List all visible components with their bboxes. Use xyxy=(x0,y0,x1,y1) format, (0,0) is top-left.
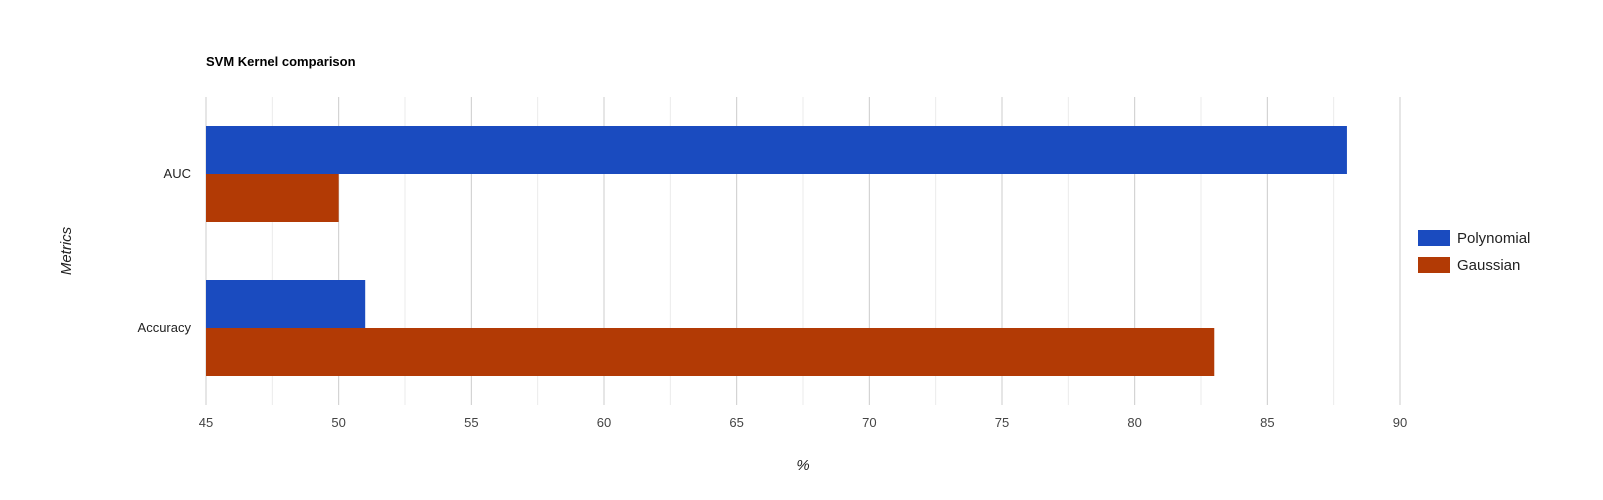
legend: Polynomial Gaussian xyxy=(1418,230,1530,274)
bars xyxy=(206,126,1347,376)
bar-gaussian-accuracy xyxy=(206,328,1215,376)
legend-swatch-gaussian xyxy=(1418,257,1450,273)
y-axis-categories: AUC Accuracy xyxy=(138,166,192,335)
legend-label-gaussian: Gaussian xyxy=(1457,257,1520,274)
legend-swatch-polynomial xyxy=(1418,230,1450,246)
x-tick-label: 85 xyxy=(1260,415,1274,430)
x-tick-label: 90 xyxy=(1393,415,1407,430)
x-tick-label: 65 xyxy=(729,415,743,430)
legend-label-polynomial: Polynomial xyxy=(1457,230,1530,247)
x-tick-label: 80 xyxy=(1127,415,1141,430)
y-category-label: AUC xyxy=(164,166,191,181)
x-tick-label: 55 xyxy=(464,415,478,430)
x-axis-ticks: 45 50 55 60 65 70 75 80 85 90 xyxy=(199,415,1407,430)
x-tick-label: 75 xyxy=(995,415,1009,430)
x-tick-label: 45 xyxy=(199,415,213,430)
y-axis-title: Metrics xyxy=(58,226,75,275)
bar-polynomial-accuracy xyxy=(206,280,366,328)
chart-title: SVM Kernel comparison xyxy=(206,54,356,69)
x-axis-title: % xyxy=(796,457,809,474)
x-tick-label: 70 xyxy=(862,415,876,430)
bar-gaussian-auc xyxy=(206,174,339,222)
bar-polynomial-auc xyxy=(206,126,1347,174)
y-category-label: Accuracy xyxy=(138,320,192,335)
x-tick-label: 60 xyxy=(597,415,611,430)
x-tick-label: 50 xyxy=(331,415,345,430)
